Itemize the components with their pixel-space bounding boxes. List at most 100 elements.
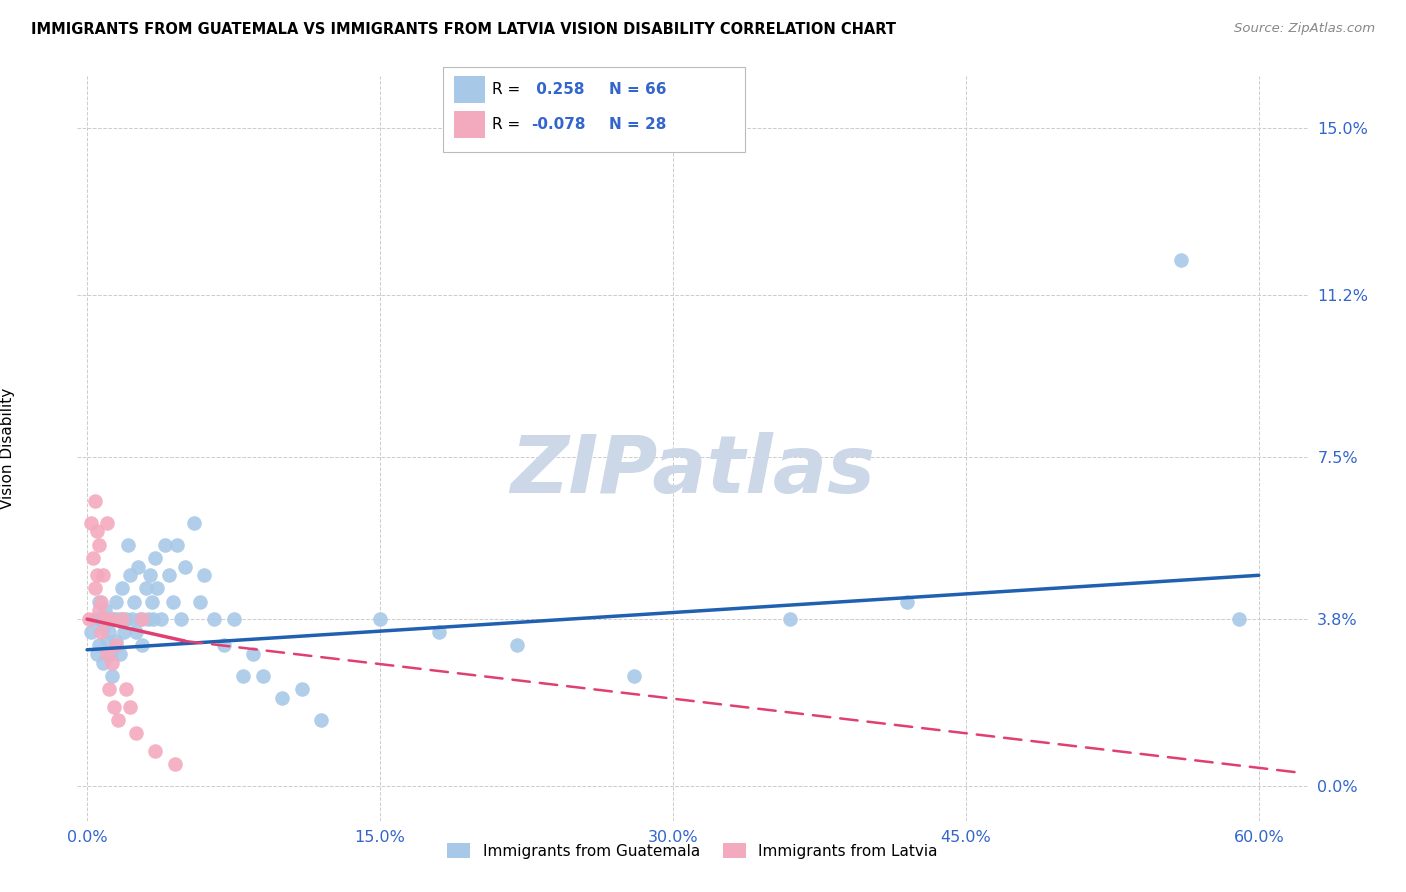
Point bbox=[202, 612, 225, 626]
Point bbox=[779, 612, 801, 626]
Point bbox=[1170, 252, 1192, 267]
Point bbox=[96, 612, 118, 626]
Point bbox=[222, 612, 245, 626]
Point bbox=[117, 538, 139, 552]
Point bbox=[111, 612, 134, 626]
Point bbox=[103, 699, 125, 714]
Point bbox=[193, 568, 215, 582]
Point bbox=[120, 699, 141, 714]
Point bbox=[84, 493, 107, 508]
Text: -0.078: -0.078 bbox=[531, 118, 586, 132]
Point bbox=[125, 625, 148, 640]
Point bbox=[96, 634, 118, 648]
Point bbox=[97, 682, 120, 697]
Point bbox=[107, 612, 129, 626]
Text: Source: ZipAtlas.com: Source: ZipAtlas.com bbox=[1234, 22, 1375, 36]
Point bbox=[150, 612, 173, 626]
Point bbox=[105, 639, 128, 653]
Text: R =: R = bbox=[492, 118, 526, 132]
Point bbox=[115, 682, 138, 697]
Point bbox=[90, 625, 112, 640]
Point bbox=[90, 594, 112, 608]
Point bbox=[100, 647, 122, 661]
Point bbox=[105, 634, 128, 648]
Point bbox=[157, 568, 180, 582]
Point bbox=[131, 639, 153, 653]
Point bbox=[86, 568, 108, 582]
Text: 0.258: 0.258 bbox=[531, 82, 585, 96]
Point bbox=[291, 682, 314, 697]
Point bbox=[188, 594, 212, 608]
Text: IMMIGRANTS FROM GUATEMALA VS IMMIGRANTS FROM LATVIA VISION DISABILITY CORRELATIO: IMMIGRANTS FROM GUATEMALA VS IMMIGRANTS … bbox=[31, 22, 896, 37]
Point bbox=[127, 559, 149, 574]
Point bbox=[107, 713, 129, 727]
Point bbox=[142, 612, 165, 626]
Point bbox=[82, 550, 104, 565]
Point bbox=[131, 612, 153, 626]
Point bbox=[103, 612, 125, 626]
Point bbox=[93, 612, 115, 626]
Point bbox=[97, 625, 120, 640]
Point bbox=[120, 568, 141, 582]
Point bbox=[242, 647, 264, 661]
Point bbox=[368, 612, 391, 626]
Point bbox=[170, 612, 193, 626]
Point bbox=[86, 524, 108, 539]
Point bbox=[136, 612, 159, 626]
Point bbox=[96, 647, 118, 661]
Point bbox=[252, 669, 274, 683]
Point bbox=[896, 594, 918, 608]
Point bbox=[166, 538, 188, 552]
Point bbox=[427, 625, 450, 640]
Point bbox=[145, 550, 167, 565]
Point bbox=[155, 538, 177, 552]
Point bbox=[86, 647, 108, 661]
Point bbox=[77, 612, 100, 626]
Point bbox=[232, 669, 254, 683]
Point bbox=[162, 594, 184, 608]
Point bbox=[115, 612, 138, 626]
Point bbox=[91, 621, 114, 635]
Point bbox=[125, 726, 148, 740]
Text: N = 66: N = 66 bbox=[609, 82, 666, 96]
Point bbox=[212, 639, 235, 653]
Point bbox=[111, 582, 134, 596]
Point bbox=[623, 669, 645, 683]
Point bbox=[141, 594, 163, 608]
Point bbox=[87, 639, 110, 653]
Point bbox=[1227, 612, 1250, 626]
Point bbox=[128, 612, 150, 626]
Point bbox=[121, 612, 143, 626]
Point bbox=[183, 516, 205, 530]
Point bbox=[138, 568, 160, 582]
Point bbox=[111, 612, 134, 626]
Point bbox=[110, 647, 132, 661]
Point bbox=[145, 743, 167, 757]
Y-axis label: Vision Disability: Vision Disability bbox=[0, 388, 15, 508]
Point bbox=[163, 756, 186, 771]
Point bbox=[96, 516, 118, 530]
Point bbox=[90, 612, 112, 626]
Point bbox=[173, 559, 195, 574]
Point bbox=[100, 612, 122, 626]
Point bbox=[122, 594, 145, 608]
Point bbox=[91, 568, 114, 582]
Point bbox=[80, 625, 103, 640]
Text: ZIPatlas: ZIPatlas bbox=[510, 432, 875, 509]
Text: R =: R = bbox=[492, 82, 526, 96]
Point bbox=[100, 612, 122, 626]
Point bbox=[91, 656, 114, 670]
Point bbox=[105, 594, 128, 608]
Point bbox=[146, 582, 169, 596]
Point bbox=[87, 594, 110, 608]
Text: N = 28: N = 28 bbox=[609, 118, 666, 132]
Legend: Immigrants from Guatemala, Immigrants from Latvia: Immigrants from Guatemala, Immigrants fr… bbox=[441, 838, 943, 865]
Point bbox=[112, 625, 135, 640]
Point bbox=[80, 516, 103, 530]
Point bbox=[84, 582, 107, 596]
Point bbox=[93, 603, 115, 617]
Point bbox=[87, 603, 110, 617]
Point bbox=[84, 612, 107, 626]
Point bbox=[101, 656, 124, 670]
Point bbox=[135, 582, 157, 596]
